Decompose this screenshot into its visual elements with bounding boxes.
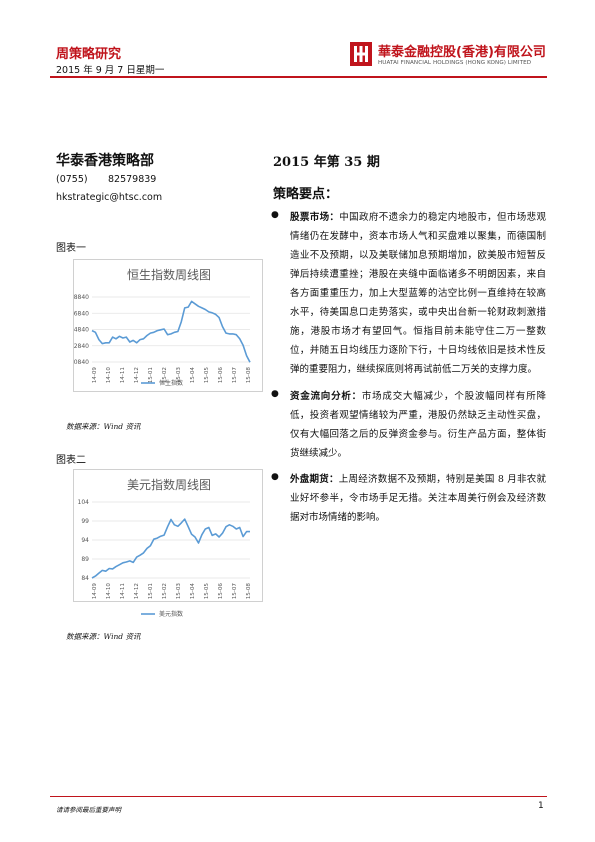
issue-number: 2015 年第 35 期	[273, 155, 380, 170]
y-tick-label: 104	[78, 499, 90, 506]
header-rule	[50, 76, 547, 78]
bullet-dot: ●	[271, 389, 279, 399]
figure-1-label: 图表一	[56, 243, 86, 254]
report-type: 周策略研究	[56, 47, 122, 62]
bullet-heading: 股票市场：	[290, 212, 340, 223]
y-tick-label: 20840	[74, 359, 89, 366]
y-tick-label: 24840	[74, 327, 89, 334]
x-tick-label: 14-12	[134, 367, 140, 383]
series-line	[91, 518, 250, 579]
figure-1-source: 数据来源：Wind 资讯	[66, 422, 141, 431]
bullet-paragraph: 股票市场：中国政府不遗余力的稳定内地股市，但市场悲观情绪仍在发酵中，资本市场人气…	[290, 208, 546, 379]
chart-title: 恒生指数周线图	[127, 267, 211, 282]
x-tick-label: 14-09	[92, 367, 98, 384]
y-tick-label: 84	[81, 575, 89, 582]
x-tick-label: 15-08	[246, 367, 252, 384]
chart-title: 美元指数周线图	[127, 477, 211, 492]
x-tick-label: 15-07	[232, 367, 238, 384]
usd-index-weekly-chart: 美元指数周线图 84 89 94 99 104 14-09 14-10 14-11 14-12 15…	[78, 477, 252, 618]
page-number: 1	[538, 801, 544, 811]
bullet-heading: 外盘期货：	[290, 474, 339, 485]
y-tick-label: 26840	[74, 310, 89, 317]
hsi-weekly-chart: 恒生指数周线图 20840 22840 24840 26840 28840 14-09 14-…	[70, 267, 252, 387]
x-tick-label: 15-06	[218, 583, 224, 600]
report-date: 2015 年 9 月 7 日星期一	[56, 65, 165, 76]
company-name-en: HUATAI FINANCIAL HOLDINGS (HONG KONG) LI…	[378, 60, 532, 66]
bullet-dot: ●	[271, 472, 279, 482]
x-tick-label: 15-04	[190, 583, 196, 600]
y-tick-label: 89	[81, 556, 89, 563]
phone-area-code: (0755)	[56, 174, 88, 185]
series-line	[91, 300, 251, 363]
figure-2-source: 数据来源：Wind 资讯	[66, 632, 141, 641]
x-tick-label: 15-03	[176, 367, 182, 384]
footer-rule	[50, 796, 547, 797]
x-tick-label: 15-02	[162, 367, 168, 383]
x-tick-label: 15-05	[204, 583, 210, 600]
contact-email: hkstrategic@htsc.com	[56, 192, 163, 203]
legend-label: 美元指数	[159, 610, 183, 618]
figure-1-chart: 恒生指数周线图 20840 22840 24840 26840 28840 14-09 14-…	[70, 259, 263, 392]
bullet-body: 上周经济数据不及预期，特别是美国 8 月非农就业好坏参半，令市场手足无措。关注本…	[290, 474, 546, 523]
x-tick-label: 15-07	[232, 583, 238, 600]
y-tick-label: 22840	[74, 343, 89, 350]
x-tick-label: 15-01	[148, 583, 154, 600]
footer-disclaimer: 请请参阅最后重要声明	[56, 806, 121, 814]
x-tick-label: 15-08	[246, 583, 252, 600]
bullet-body: 中国政府不遗余力的稳定内地股市，但市场悲观情绪仍在发酵中，资本市场人气和买盘难以…	[290, 212, 546, 375]
contact-phone: (0755) 82579839	[56, 174, 156, 185]
company-name-cn: 華泰金融控股(香港)有限公司	[378, 45, 546, 60]
x-tick-label: 14-10	[106, 583, 112, 600]
company-logo-icon	[350, 42, 372, 66]
bullet-heading: 资金流向分析：	[290, 391, 362, 402]
x-tick-label: 14-09	[92, 583, 98, 600]
legend-label: 恒生指数	[159, 379, 183, 387]
x-tick-label: 15-02	[162, 583, 168, 599]
x-tick-label: 15-05	[204, 367, 210, 384]
x-tick-label: 14-11	[120, 583, 126, 600]
phone-number: 82579839	[108, 174, 157, 185]
figure-2-label: 图表二	[56, 455, 86, 466]
x-tick-label: 14-12	[134, 583, 140, 599]
x-tick-label: 14-10	[106, 367, 112, 384]
y-tick-label: 94	[81, 537, 89, 544]
x-tick-label: 15-01	[148, 367, 154, 384]
bullet-body: 市场成交大幅减少，个股波幅同样有所降低，投资者观望情绪较为严重，港股仍然缺乏主动…	[290, 391, 546, 459]
bullet-paragraph: 资金流向分析：市场成交大幅减少，个股波幅同样有所降低，投资者观望情绪较为严重，港…	[290, 387, 546, 463]
x-tick-label: 15-03	[176, 583, 182, 600]
y-tick-label: 99	[81, 518, 89, 525]
x-tick-label: 15-06	[218, 367, 224, 384]
bullet-dot: ●	[271, 210, 279, 220]
x-tick-label: 15-04	[190, 367, 196, 384]
figure-2-chart: 美元指数周线图 84 89 94 99 104 14-09 14-10 14-11 14-12 15…	[73, 469, 263, 618]
bullet-paragraph: 外盘期货：上周经济数据不及预期，特别是美国 8 月非农就业好坏参半，令市场手足无…	[290, 470, 546, 527]
x-tick-label: 14-11	[120, 367, 126, 384]
y-tick-label: 28840	[74, 294, 89, 301]
section-title: 策略要点：	[273, 187, 339, 202]
department-name: 华泰香港策略部	[56, 153, 154, 169]
company-logo: 華泰金融控股(香港)有限公司 HUATAI FINANCIAL HOLDINGS…	[350, 40, 550, 72]
